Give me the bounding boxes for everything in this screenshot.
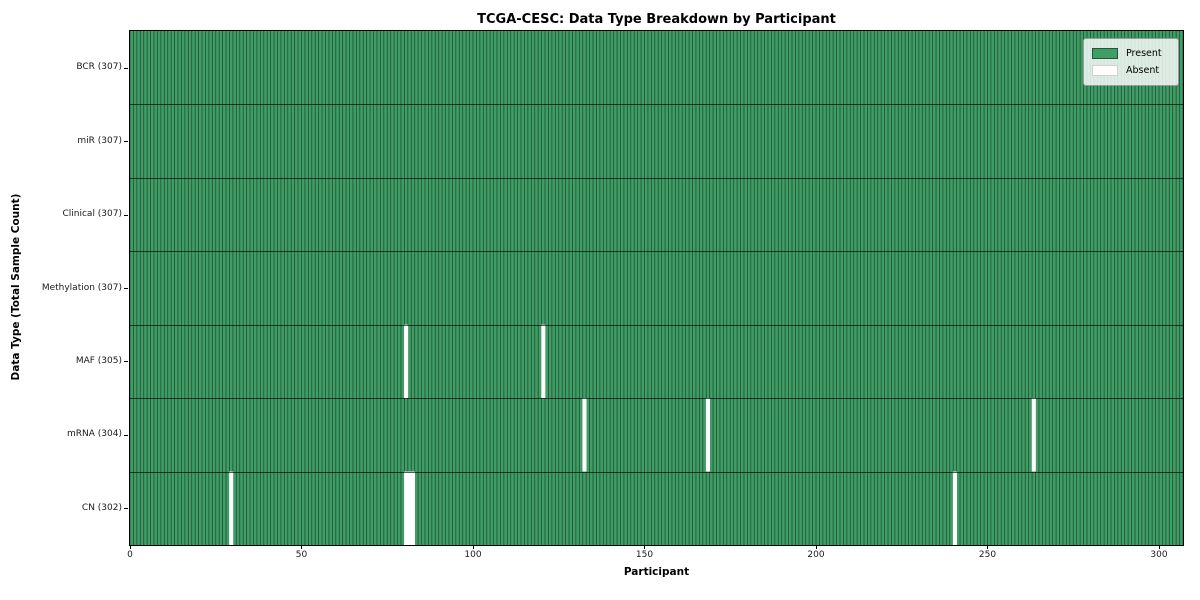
y-tick-mark (124, 361, 128, 362)
legend: Present Absent (1083, 38, 1179, 86)
x-tick-mark (472, 545, 474, 549)
x-tick-label: 100 (464, 550, 482, 560)
chart-title: TCGA-CESC: Data Type Breakdown by Partic… (477, 12, 836, 27)
y-tick-mark (124, 141, 128, 142)
x-tick-mark (987, 545, 989, 549)
legend-label-absent: Absent (1126, 65, 1160, 76)
y-tick-mark (124, 215, 128, 216)
legend-label-present: Present (1126, 48, 1162, 59)
legend-swatch-present (1092, 48, 1118, 59)
x-axis-label: Participant (623, 566, 690, 578)
x-tick-label: 200 (807, 550, 825, 560)
x-tick-label: 150 (635, 550, 654, 560)
x-tick-label: 0 (127, 550, 133, 560)
x-tick-mark (815, 545, 817, 549)
x-tick-label: 50 (295, 550, 308, 560)
legend-item-absent: Absent (1092, 62, 1170, 79)
y-tick-label-methylation: Methylation (307) (41, 283, 122, 293)
x-tick-mark (301, 545, 303, 549)
y-tick-mark (124, 435, 128, 436)
x-tick-label: 300 (1150, 550, 1168, 560)
y-tick-mark (124, 508, 128, 509)
y-tick-label-bcr: BCR (307) (76, 62, 122, 72)
y-tick-mark (124, 288, 128, 289)
legend-swatch-absent (1092, 65, 1118, 76)
x-tick-label: 250 (978, 550, 997, 560)
y-tick-label-mir: miR (307) (77, 136, 122, 146)
legend-item-present: Present (1092, 45, 1170, 62)
plot-area (129, 30, 1184, 546)
y-tick-label-maf: MAF (305) (75, 356, 122, 366)
y-tick-label-clinical: Clinical (307) (62, 209, 122, 219)
x-tick-mark (1158, 545, 1160, 549)
y-tick-mark (124, 68, 128, 69)
heatmap-canvas (130, 31, 1183, 545)
y-tick-label-cn: CN (302) (81, 503, 122, 513)
x-tick-mark (644, 545, 646, 549)
x-tick-mark (130, 545, 131, 549)
y-tick-label-mrna: mRNA (304) (67, 429, 122, 439)
